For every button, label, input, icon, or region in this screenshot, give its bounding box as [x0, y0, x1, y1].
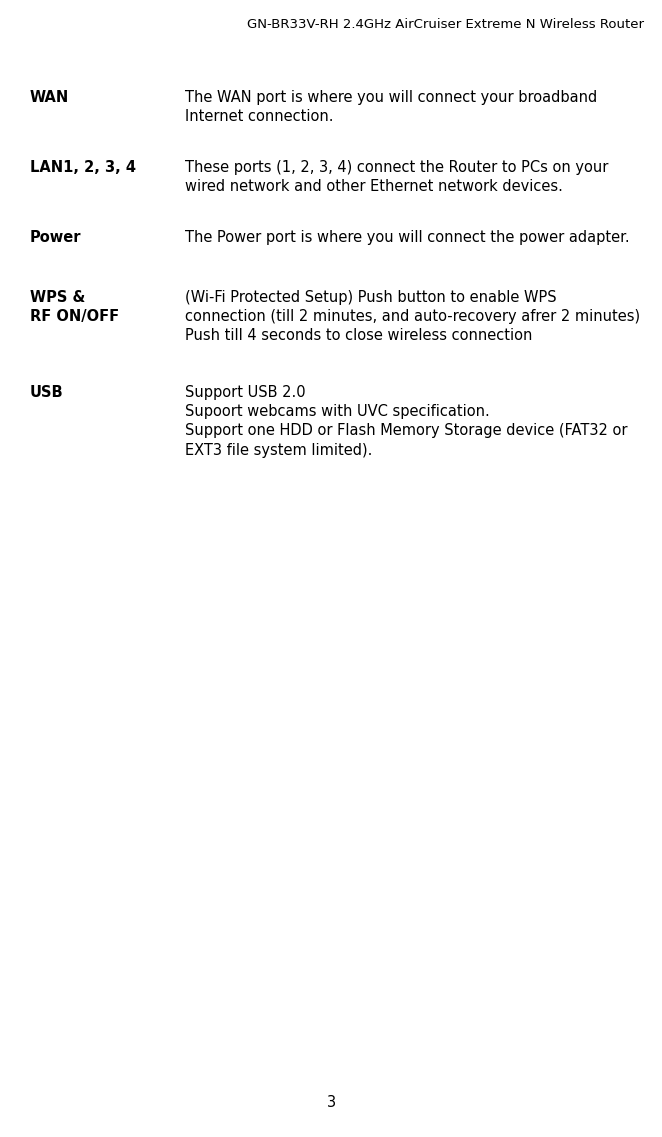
Text: WPS &
RF ON/OFF: WPS & RF ON/OFF [30, 290, 119, 324]
Text: Power: Power [30, 230, 81, 244]
Text: GN-BR33V-RH 2.4GHz AirCruiser Extreme N Wireless Router: GN-BR33V-RH 2.4GHz AirCruiser Extreme N … [247, 18, 644, 31]
Text: The WAN port is where you will connect your broadband
Internet connection.: The WAN port is where you will connect y… [185, 90, 597, 124]
Text: (Wi-Fi Protected Setup) Push button to enable WPS
connection (till 2 minutes, an: (Wi-Fi Protected Setup) Push button to e… [185, 290, 640, 343]
Text: USB: USB [30, 385, 64, 400]
Text: Support USB 2.0
Supoort webcams with UVC specification.
Support one HDD or Flash: Support USB 2.0 Supoort webcams with UVC… [185, 385, 628, 457]
Text: These ports (1, 2, 3, 4) connect the Router to PCs on your
wired network and oth: These ports (1, 2, 3, 4) connect the Rou… [185, 160, 608, 194]
Text: The Power port is where you will connect the power adapter.: The Power port is where you will connect… [185, 230, 630, 244]
Text: 3: 3 [326, 1095, 336, 1110]
Text: LAN1, 2, 3, 4: LAN1, 2, 3, 4 [30, 160, 136, 175]
Text: WAN: WAN [30, 90, 70, 105]
